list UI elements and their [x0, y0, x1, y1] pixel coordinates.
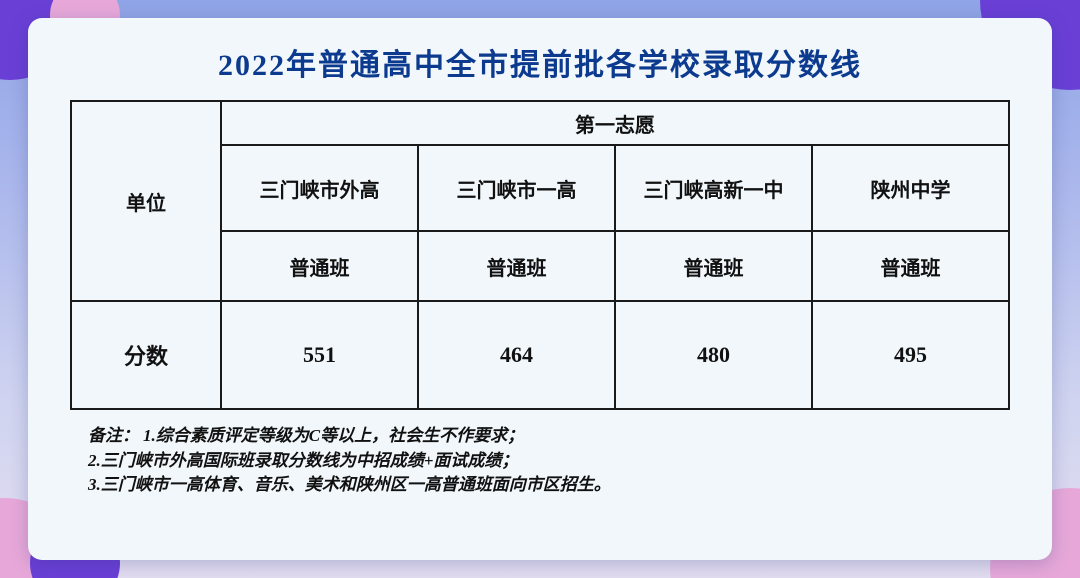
content-card: 2022年普通高中全市提前批各学校录取分数线 单位 第一志愿 三门峡市外高 三门…	[28, 18, 1052, 560]
unit-header: 单位	[71, 101, 221, 301]
note-item: 1.综合素质评定等级为C等以上，社会生不作要求；	[143, 426, 524, 445]
note-item: 3.三门峡市一高体育、音乐、美术和陕州区一高普通班面向市区招生。	[88, 473, 1010, 498]
score-cell: 551	[221, 301, 418, 409]
school-cell: 三门峡市一高	[418, 145, 615, 231]
class-type-cell: 普通班	[812, 231, 1009, 301]
class-type-cell: 普通班	[418, 231, 615, 301]
school-cell: 三门峡高新一中	[615, 145, 812, 231]
score-cell: 480	[615, 301, 812, 409]
first-choice-header: 第一志愿	[221, 101, 1009, 145]
notes-label: 备注：	[88, 426, 143, 445]
school-cell: 三门峡市外高	[221, 145, 418, 231]
class-type-cell: 普通班	[221, 231, 418, 301]
score-cell: 464	[418, 301, 615, 409]
school-cell: 陕州中学	[812, 145, 1009, 231]
score-cell: 495	[812, 301, 1009, 409]
class-type-cell: 普通班	[615, 231, 812, 301]
footnotes: 备注：1.综合素质评定等级为C等以上，社会生不作要求； 2.三门峡市外高国际班录…	[70, 424, 1010, 498]
page-title: 2022年普通高中全市提前批各学校录取分数线	[70, 40, 1010, 84]
note-item: 2.三门峡市外高国际班录取分数线为中招成绩+面试成绩；	[88, 449, 1010, 474]
score-table: 单位 第一志愿 三门峡市外高 三门峡市一高 三门峡高新一中 陕州中学 普通班 普…	[70, 100, 1010, 410]
score-header: 分数	[71, 301, 221, 409]
